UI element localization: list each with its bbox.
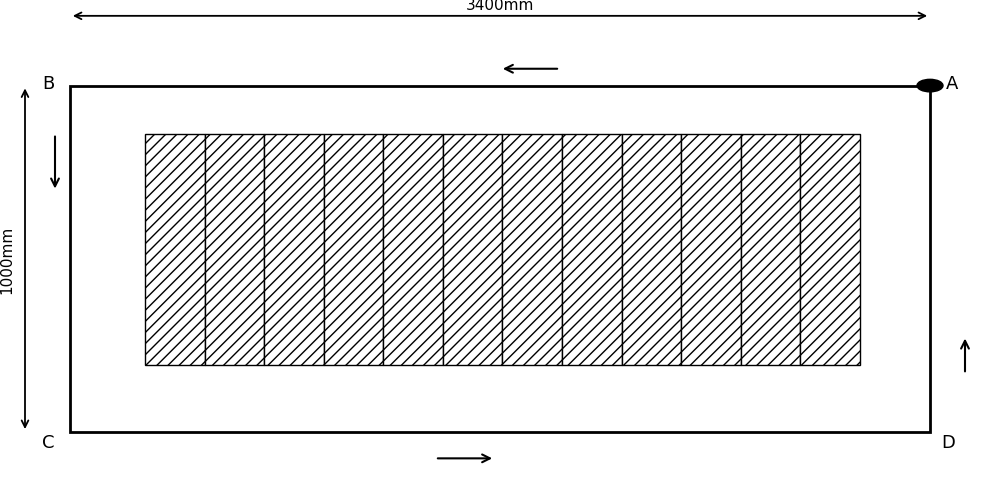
Bar	[70, 86, 930, 432]
Bar	[264, 134, 324, 365]
Text: A: A	[946, 75, 958, 93]
Bar	[800, 134, 860, 365]
Text: 3400mm: 3400mm	[466, 0, 534, 13]
Bar	[741, 134, 800, 365]
Bar	[383, 134, 443, 365]
Bar	[502, 134, 562, 365]
Bar	[681, 134, 741, 365]
Bar	[443, 134, 502, 365]
Text: C: C	[42, 433, 54, 452]
Bar	[562, 134, 622, 365]
Bar	[324, 134, 383, 365]
Bar	[622, 134, 681, 365]
Circle shape	[917, 80, 943, 93]
Bar	[145, 134, 205, 365]
Bar	[205, 134, 264, 365]
Text: D: D	[941, 433, 955, 452]
Text: 1000mm: 1000mm	[0, 225, 15, 293]
Text: B: B	[42, 75, 54, 93]
